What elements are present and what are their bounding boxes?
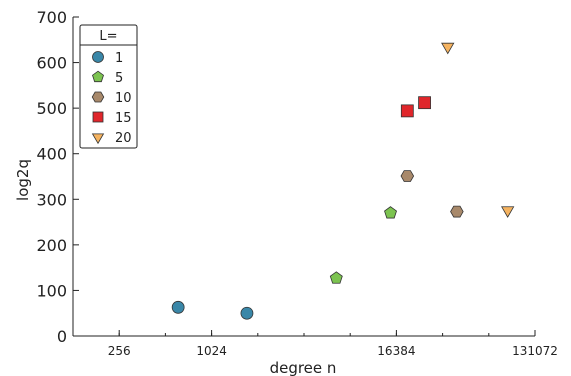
y-tick-label: 400 — [36, 145, 67, 164]
x-tick-label: 131072 — [512, 344, 558, 358]
axes: 0 100 200 300 400 500 600 700 256 1024 16384 131072 — [36, 8, 557, 358]
legend-marker-5 — [92, 70, 104, 83]
data-point-series-10 — [450, 205, 464, 218]
legend-marker-1 — [92, 51, 104, 63]
y-tick-label: 300 — [36, 190, 67, 209]
data-point-series-1 — [171, 300, 185, 314]
y-tick-label: 0 — [57, 327, 67, 346]
y-tick-label: 700 — [36, 8, 67, 27]
legend-marker-15 — [92, 111, 104, 123]
x-tick-label: 256 — [108, 344, 131, 358]
data-point-series-5 — [329, 271, 343, 284]
data-point-series-15 — [418, 96, 431, 110]
x-tick-label: 16384 — [377, 344, 415, 358]
legend-label: 5 — [115, 71, 123, 86]
data-point-series-5 — [384, 206, 397, 219]
legend-label: 20 — [115, 131, 132, 146]
data-point-series-1 — [240, 306, 254, 320]
data-point-series-20 — [441, 42, 455, 55]
legend-label: 1 — [115, 51, 123, 66]
data-point-series-10 — [400, 170, 415, 182]
data-point-series-20 — [501, 206, 515, 218]
y-tick-label: 600 — [36, 54, 67, 73]
y-tick-label: 500 — [36, 99, 67, 118]
legend-marker-10 — [91, 91, 105, 103]
legend-label: 15 — [115, 111, 132, 126]
data-point-series-15 — [400, 104, 414, 118]
x-tick-label: 1024 — [196, 344, 227, 358]
legend-label: 10 — [115, 91, 132, 106]
y-axis-label: log2q — [14, 159, 32, 201]
data-points — [171, 42, 515, 320]
y-tick-label: 200 — [36, 236, 67, 255]
y-tick-label: 100 — [36, 281, 67, 300]
x-axis-label: degree n — [270, 359, 337, 376]
legend-marker-20 — [91, 133, 105, 145]
legend-title: L= — [99, 29, 117, 44]
